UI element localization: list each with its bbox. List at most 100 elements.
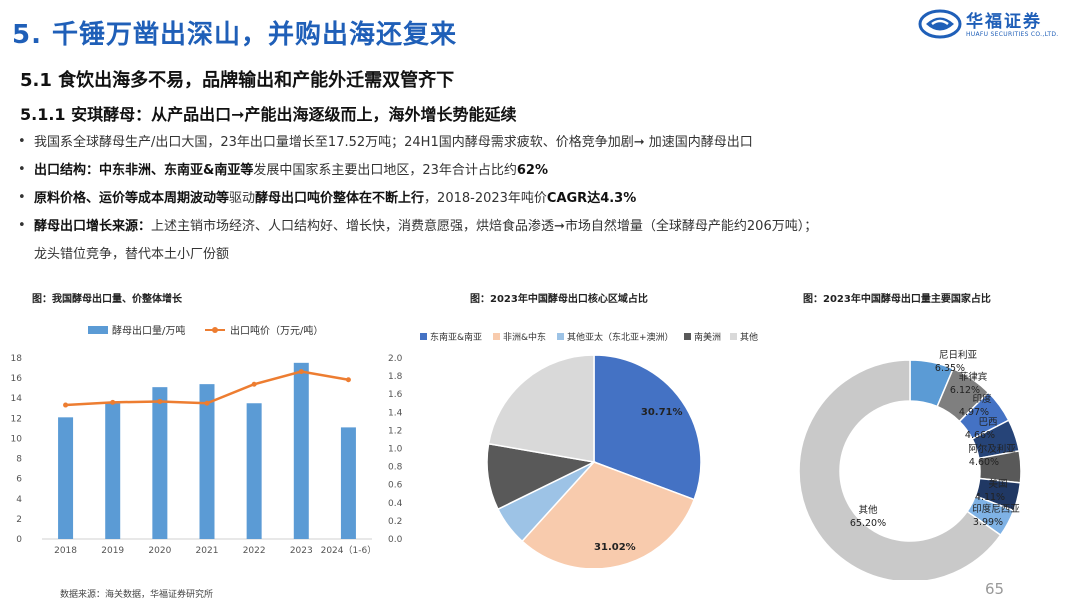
logo-subtitle: HUAFU SECURITIES CO.,LTD. [966,31,1059,38]
bullet-1: 我国系全球酵母生产/出口大国，23年出口量增长至17.52万吨；24H1国内酵母… [34,134,753,152]
bullet-marker: • [18,190,26,205]
bar [152,387,168,539]
bar [246,403,262,539]
donut-label-name: 其他 [858,504,878,516]
legend-swatch [557,333,564,340]
page-title: 5. 千锤万凿出深山，并购出海还复来 [12,20,458,50]
bullet-4-bold: 酵母出口增长来源： [34,219,152,234]
legend-label: 其他 [740,331,758,343]
y-right-tick-label: 1.4 [388,408,403,418]
legend-swatch [684,333,691,340]
y-left-tick-label: 16 [11,374,23,384]
legend-label-bar: 酵母出口量/万吨 [112,324,185,337]
bar [199,384,215,539]
bullet-2: 出口结构：中东非洲、东南亚&南亚等发展中国家系主要出口地区，23年合计占比约62… [34,162,548,180]
donut-label-name: 印度尼西亚 [972,503,1020,515]
pie-slice [593,354,702,501]
bullet-marker: • [18,218,26,233]
donut-label-name: 菲律宾 [959,371,988,383]
x-tick-label: 2018 [54,546,77,556]
y-right-tick-label: 0.6 [388,481,403,491]
donut-label-value: 4.60% [969,457,999,468]
y-right-tick-label: 1.6 [388,390,403,400]
x-tick-label: 2022 [243,546,266,556]
bullet-2-text: 发展中国家系主要出口地区，23年合计占比约 [253,163,517,178]
y-right-tick-label: 0.0 [388,535,403,545]
y-left-tick-label: 8 [16,455,22,465]
y-right-tick-label: 1.0 [388,445,403,455]
donut-label-value: 6.12% [950,385,980,396]
y-left-tick-label: 14 [11,394,23,404]
x-tick-label: 2021 [196,546,219,556]
y-right-tick-label: 2.0 [388,354,403,364]
bullet-3-tail: CAGR达4.3% [546,191,637,206]
x-tick-label: 2020 [148,546,171,556]
donut-label-name: 巴西 [978,417,997,428]
price-point [204,400,210,406]
donut-label-name: 阿尔及利亚 [968,443,1016,455]
bar [58,417,74,539]
bullet-2-tail: 62% [516,163,549,178]
pie-data-label: 31.02% [594,542,636,553]
chart2-caption: 图：2023年中国酵母出口核心区域占比 [470,294,648,305]
bullet-1-text: 我国系全球酵母生产/出口大国，23年出口量增长至17.52万吨；24H1国内酵母… [34,135,753,150]
legend-label: 其他亚太（东北亚+澳洲） [567,331,674,343]
x-tick-label: 2019 [101,546,124,556]
pie-data-label: 30.71% [641,407,683,418]
x-tick-label: 2024（1-6） [321,545,377,556]
donut-label-value: 65.20% [850,518,886,529]
section-heading: 5.1 食饮出海多不易，品牌输出和产能外迁需双管齐下 [20,70,455,91]
y-right-tick-label: 0.8 [388,463,403,473]
pie-slice [521,461,696,568]
page-number: 65 [985,580,1005,598]
legend-swatch-bar [88,326,108,334]
chart3-caption: 图：2023年中国酵母出口量主要国家占比 [803,294,991,305]
legend-swatch [493,333,500,340]
bullet-4: 酵母出口增长来源：上述主销市场经济、人口结构好、增长快，消费意愿强，烘焙食品渗透… [34,218,817,236]
y-left-tick-label: 12 [11,414,22,424]
y-left-tick-label: 4 [16,495,22,505]
logo-text: 华福证券 [966,12,1042,32]
legend-label-line: 出口吨价（万元/吨） [230,324,323,337]
bar [293,362,309,539]
price-point [345,377,351,383]
pie-slice [487,354,595,463]
price-point [110,399,116,405]
bullet-marker: • [18,162,26,177]
chart1-caption: 图：我国酵母出口量、价整体增长 [32,294,182,305]
donut-label-name: 美国 [988,478,1007,490]
x-tick-label: 2023 [290,546,313,556]
legend-swatch [730,333,737,340]
export-volume-price-chart: 0 2 4 6 8 10 12 14 16 18 0.0 0.2 0.4 0.6 0.8 1.0 1.2 1.4 1… [11,324,403,556]
legend-label: 非洲&中东 [503,331,546,343]
price-point [63,402,69,408]
y-left-tick-label: 6 [16,475,22,485]
price-point [157,398,163,404]
legend-label: 东南亚&南亚 [430,331,482,343]
bullet-5-text: 龙头错位竞争，替代本土小厂份额 [34,247,230,262]
donut-label-name: 印度 [972,393,992,405]
y-left-tick-label: 0 [16,535,22,545]
bar [340,427,356,539]
bullet-3-bold: 原料价格、运价等成本周期波动等 [34,191,230,206]
y-left-tick-label: 2 [16,515,22,525]
donut-slice [798,359,1002,580]
bullet-3-bold2: 酵母出口吨价整体在不断上行 [255,191,425,206]
region-share-pie-chart: 东南亚&南亚 非洲&中东 其他亚太（东北亚+澳洲） 南美洲 其他 30.71% 31.02% [420,331,758,568]
donut-label-value: 4.66% [965,430,995,441]
donut-label-value: 4.11% [975,492,1005,503]
bar [105,403,121,539]
donut-label-value: 3.99% [973,517,1003,528]
logo-icon [918,9,962,39]
y-right-tick-label: 1.8 [388,372,403,382]
bullet-4-text: 上述主销市场经济、人口结构好、增长快，消费意愿强，烘焙食品渗透➞市场自然增量（全… [151,219,818,234]
y-left-tick-label: 18 [11,354,23,364]
legend-swatch [420,333,427,340]
bullet-3-text: 驱动 [229,191,256,206]
subsection-heading: 5.1.1 安琪酵母：从产品出口➞产能出海逐级而上，海外增长势能延续 [20,105,517,124]
country-share-donut-chart: 尼日利亚 6.35%菲律宾 6.12%印度 4.97%巴西 4.66% 阿尔及利亚 4.60… [798,349,1022,580]
y-right-tick-label: 0.4 [388,499,403,509]
price-point [298,369,304,375]
bullet-2-bold: 出口结构：中东非洲、东南亚&南亚等 [34,163,254,178]
bullet-3-tail-plain: ，2018-2023年吨价 [424,191,547,206]
